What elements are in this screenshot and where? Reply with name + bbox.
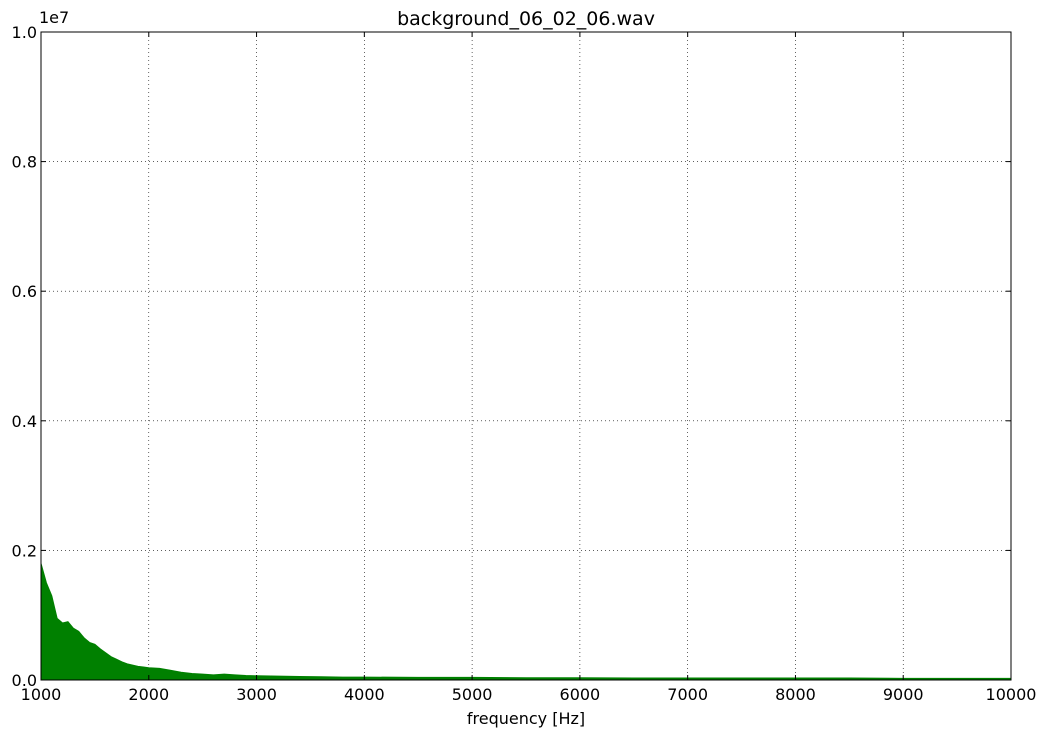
- x-tick-label: 5000: [452, 685, 493, 704]
- spectrum-series: [40, 563, 1012, 681]
- y-tick-label: 1.0: [12, 23, 37, 42]
- chart-title: background_06_02_06.wav: [397, 8, 655, 30]
- plot-frame: [40, 31, 1012, 681]
- x-tick-label: 1000: [21, 685, 62, 704]
- x-tick-label: 7000: [667, 685, 708, 704]
- x-axis: 1000 2000 3000 4000 5000 6000 7000 8000 9000 1000…: [21, 32, 1037, 704]
- y-axis-offset-label: 1e7: [39, 8, 69, 27]
- y-tick-label: 0.2: [12, 541, 37, 560]
- y-tick-label: 0.4: [12, 412, 37, 431]
- x-tick-label: 10000: [986, 685, 1037, 704]
- y-axis: 0.0 0.2 0.4 0.6 0.8 1.0: [12, 23, 1011, 690]
- grid: [40, 31, 1012, 681]
- y-tick-label: 0.8: [12, 153, 37, 172]
- x-tick-label: 9000: [883, 685, 924, 704]
- x-tick-label: 3000: [236, 685, 277, 704]
- y-tick-label: 0.0: [12, 671, 37, 690]
- y-tick-label: 0.6: [12, 282, 37, 301]
- x-axis-label: frequency [Hz]: [467, 709, 585, 728]
- x-tick-label: 4000: [344, 685, 385, 704]
- plot-area: [40, 563, 1012, 681]
- x-tick-label: 6000: [560, 685, 601, 704]
- x-tick-label: 8000: [775, 685, 816, 704]
- x-tick-label: 2000: [128, 685, 169, 704]
